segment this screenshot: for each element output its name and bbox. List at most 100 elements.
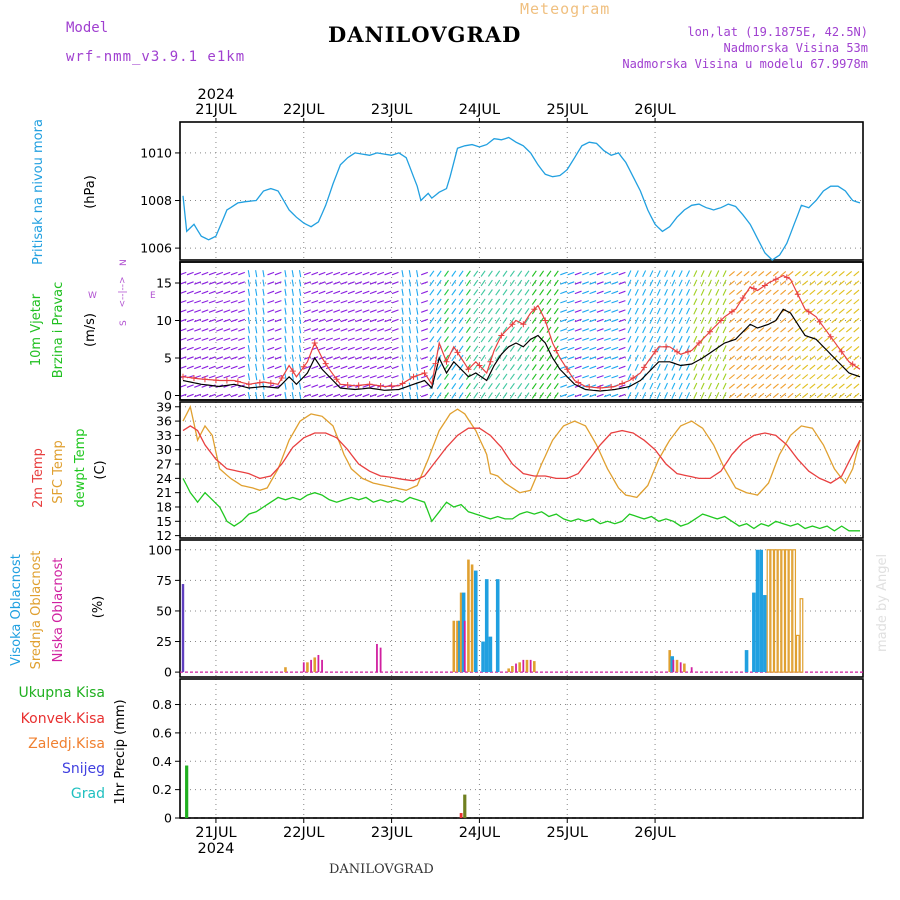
wind-arrow [772, 392, 779, 399]
wind-arrow [502, 279, 508, 287]
wind-arrow [255, 270, 258, 278]
wind-arrow [531, 392, 537, 399]
wind-gust-marker [630, 375, 637, 381]
wind-arrow [722, 279, 727, 287]
wind-arrow [473, 373, 479, 380]
precip-bar-total [185, 765, 189, 818]
wind-arrow [355, 356, 363, 360]
wind-arrow [262, 307, 265, 315]
wind-arrow [531, 298, 537, 305]
wind-arrow [274, 318, 282, 323]
wind-arrow [465, 336, 471, 343]
wind-arrow [553, 326, 559, 334]
wind-arrow [596, 309, 604, 313]
wind-arrow [421, 384, 428, 388]
wind-arrow [750, 308, 757, 314]
wind-arrow [267, 328, 275, 332]
wind-arrow [255, 354, 258, 362]
wind-arrow [436, 392, 442, 399]
wind-arrow [728, 383, 735, 389]
wind-gust-marker [278, 375, 285, 381]
temperature-frame [179, 401, 864, 539]
wind-arrow [802, 289, 809, 296]
wind-arrow [303, 271, 311, 276]
wind-arrow [596, 356, 604, 360]
wind-arrow [377, 290, 385, 295]
wind-arrow [853, 317, 860, 324]
wind-arrow [517, 345, 523, 352]
wind-arrow [627, 326, 632, 334]
cloud-bar-high [461, 592, 466, 673]
wind-arrow [517, 298, 523, 305]
wind-arrow [722, 288, 727, 296]
wind-arrow [362, 328, 370, 332]
wind-arrow [758, 270, 765, 277]
wind-arrow [560, 328, 568, 332]
wind-arrow [845, 392, 853, 399]
cloud-bar-high [484, 579, 489, 673]
wind-arrow [743, 374, 750, 380]
wind-arrow [458, 382, 464, 390]
wind-arrow [230, 393, 238, 398]
wind-arrow [267, 271, 275, 276]
wind-arrow [693, 326, 698, 334]
wind-arrow [408, 307, 412, 315]
wind-arrow [634, 335, 639, 343]
cloud-bar-mid [773, 549, 778, 673]
wind-arrow [325, 384, 333, 388]
wind-arrow [216, 271, 224, 276]
cloud-bar-mid [313, 657, 317, 673]
wind-arrow [487, 364, 493, 371]
wind-arrow [634, 392, 639, 399]
precip-ytick-label: 0.6 [152, 725, 172, 740]
wind-arrow [255, 307, 258, 315]
wind-arrow [531, 354, 537, 362]
wind-arrow [765, 345, 772, 352]
wind-gust-marker [190, 375, 197, 382]
wind-arrow [408, 326, 412, 334]
wind-arrow [736, 280, 743, 286]
wind-arrow [436, 382, 442, 390]
wind-arrow [722, 317, 727, 324]
wind-arrow [678, 345, 683, 353]
wind-arrow [649, 288, 654, 296]
wind-arrow [678, 392, 683, 399]
wind-arrow [384, 318, 392, 323]
wind-arrow [311, 365, 319, 370]
wind-arrow [291, 335, 294, 343]
cloud-bar-high [495, 579, 500, 673]
wind-arrow [743, 392, 750, 399]
wind-arrow [642, 270, 647, 278]
wind-arrow [247, 345, 251, 353]
wind-arrow [384, 281, 392, 285]
wind-arrow [715, 392, 720, 399]
wind-arrow [838, 355, 845, 361]
wind-arrow [408, 279, 412, 287]
clouds-ytick-label: 25 [156, 634, 172, 649]
wind-arrow [311, 375, 319, 379]
wind-arrow [369, 356, 377, 360]
wind-arrow [377, 393, 385, 398]
wind-arrow [715, 298, 720, 306]
wind-arrow [186, 300, 194, 304]
wind-arrow [574, 346, 582, 351]
wind-arrow [664, 382, 668, 390]
wind-arrow [391, 328, 399, 332]
wind-arrow [553, 289, 559, 296]
wind-gust-marker [234, 378, 241, 385]
wind-arrow [794, 299, 801, 305]
wind-arrow [574, 318, 582, 323]
wind-arrow [765, 392, 772, 399]
wind-arrow [853, 345, 860, 352]
wind-arrow [686, 345, 690, 353]
wind-arrow [824, 317, 831, 324]
wind-arrow [333, 300, 341, 304]
wind-arrow [567, 356, 575, 360]
wind-arrow [582, 271, 589, 276]
wind-arrow [291, 317, 294, 324]
wind-arrow [517, 279, 523, 287]
wind-gust-marker [641, 364, 648, 371]
wind-arrow [509, 392, 515, 399]
wind-arrow [656, 382, 661, 390]
wind-arrow [333, 290, 341, 295]
